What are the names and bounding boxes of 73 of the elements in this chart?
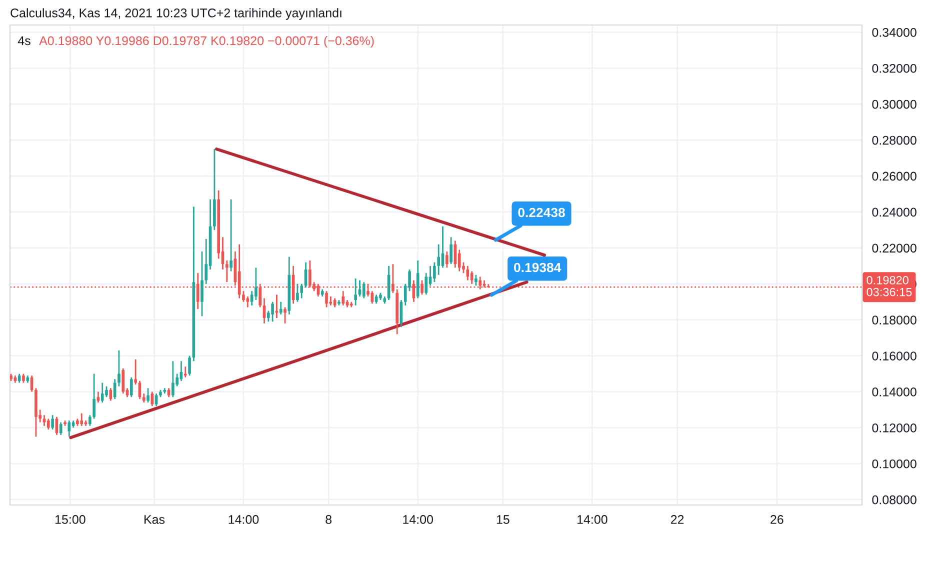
- y-tick-label: 0.08000: [872, 495, 916, 504]
- candlestick: [362, 281, 366, 299]
- x-tick-label: 15:00: [56, 515, 86, 524]
- candlestick: [80, 412, 84, 427]
- x-tick-label: Kas: [144, 515, 165, 524]
- candlestick: [118, 350, 120, 388]
- candlestick: [46, 418, 50, 430]
- candlestick: [416, 260, 420, 299]
- candlestick: [172, 360, 174, 398]
- candlestick: [42, 414, 46, 427]
- candlestick: [105, 386, 108, 398]
- x-tick-label: 15: [496, 515, 510, 524]
- candlestick: [466, 265, 470, 281]
- y-tick-label: 0.34000: [872, 28, 916, 37]
- candlestick: [130, 376, 133, 398]
- candlestick: [271, 301, 274, 322]
- y-tick-label: 0.16000: [872, 352, 916, 360]
- candlestick: [254, 267, 258, 301]
- y-tick-label: 0.28000: [872, 136, 916, 145]
- candlestick: [325, 290, 328, 308]
- candlestick: [284, 306, 286, 324]
- candlestick: [100, 382, 104, 404]
- text: A0.19880 Y0.19986 D0.19787 K0.19820 −0.00071 (−0.36%): [39, 36, 374, 48]
- candlestick: [150, 391, 154, 407]
- candlestick: [470, 270, 474, 285]
- x-tick-label: 14:00: [228, 515, 259, 524]
- candlestick: [279, 301, 282, 316]
- y-tick-label: 0.24000: [872, 208, 916, 217]
- candlestick: [59, 422, 62, 436]
- candlestick: [188, 355, 191, 376]
- y-tick-label: 0.18000: [872, 316, 916, 324]
- x-tick-label: 14:00: [403, 515, 433, 524]
- candlestick: [342, 290, 345, 306]
- candlestick: [437, 244, 440, 276]
- candlestick: [92, 373, 96, 420]
- x-tick-label: 22: [670, 515, 684, 524]
- ref-line-label: 0.19820 03:36:15: [866, 276, 912, 296]
- candlestick: [242, 290, 245, 303]
- candlestick: [146, 387, 150, 404]
- candlestick: [200, 250, 204, 317]
- y-tick-label: 0.10000: [872, 459, 916, 468]
- candlestick: [424, 272, 428, 296]
- candlestick: [122, 368, 125, 394]
- y-tick-label: 0.22000: [872, 244, 916, 253]
- candlestick: [225, 260, 228, 283]
- y-tick-label: 0.30000: [872, 100, 916, 109]
- candlestick: [51, 414, 54, 430]
- candlestick: [134, 358, 137, 386]
- y-tick-label: 0.14000: [872, 388, 916, 396]
- candlestick: [450, 236, 452, 265]
- candlestick: [354, 278, 357, 306]
- x-tick-label: 14:00: [577, 515, 608, 524]
- annotation: 0.22438: [518, 208, 565, 218]
- annotation: 0.19384: [514, 262, 562, 272]
- x-tick-label: 26: [770, 515, 784, 524]
- candlestick: [88, 414, 92, 427]
- candlestick: [184, 366, 187, 378]
- candlestick: [433, 262, 436, 283]
- candlestick: [474, 274, 478, 286]
- y-tick-label: 0.26000: [872, 172, 916, 181]
- text: 4s: [18, 36, 30, 46]
- x-tick-label: 8: [326, 515, 332, 524]
- candlestick: [55, 416, 58, 436]
- candlestick: [300, 283, 304, 299]
- candlestick: [230, 198, 232, 272]
- y-tick-label: 0.12000: [872, 423, 916, 432]
- candlestick: [250, 290, 254, 306]
- text: Calculus34, Kas 14, 2021 10:23 UTC+2 tarihinde yayınlandı: [10, 8, 342, 20]
- candlestick: [296, 283, 299, 303]
- candlestick: [445, 250, 448, 268]
- candlestick: [68, 420, 71, 438]
- y-tick-label: 0.32000: [872, 64, 916, 73]
- candlestick: [246, 296, 250, 308]
